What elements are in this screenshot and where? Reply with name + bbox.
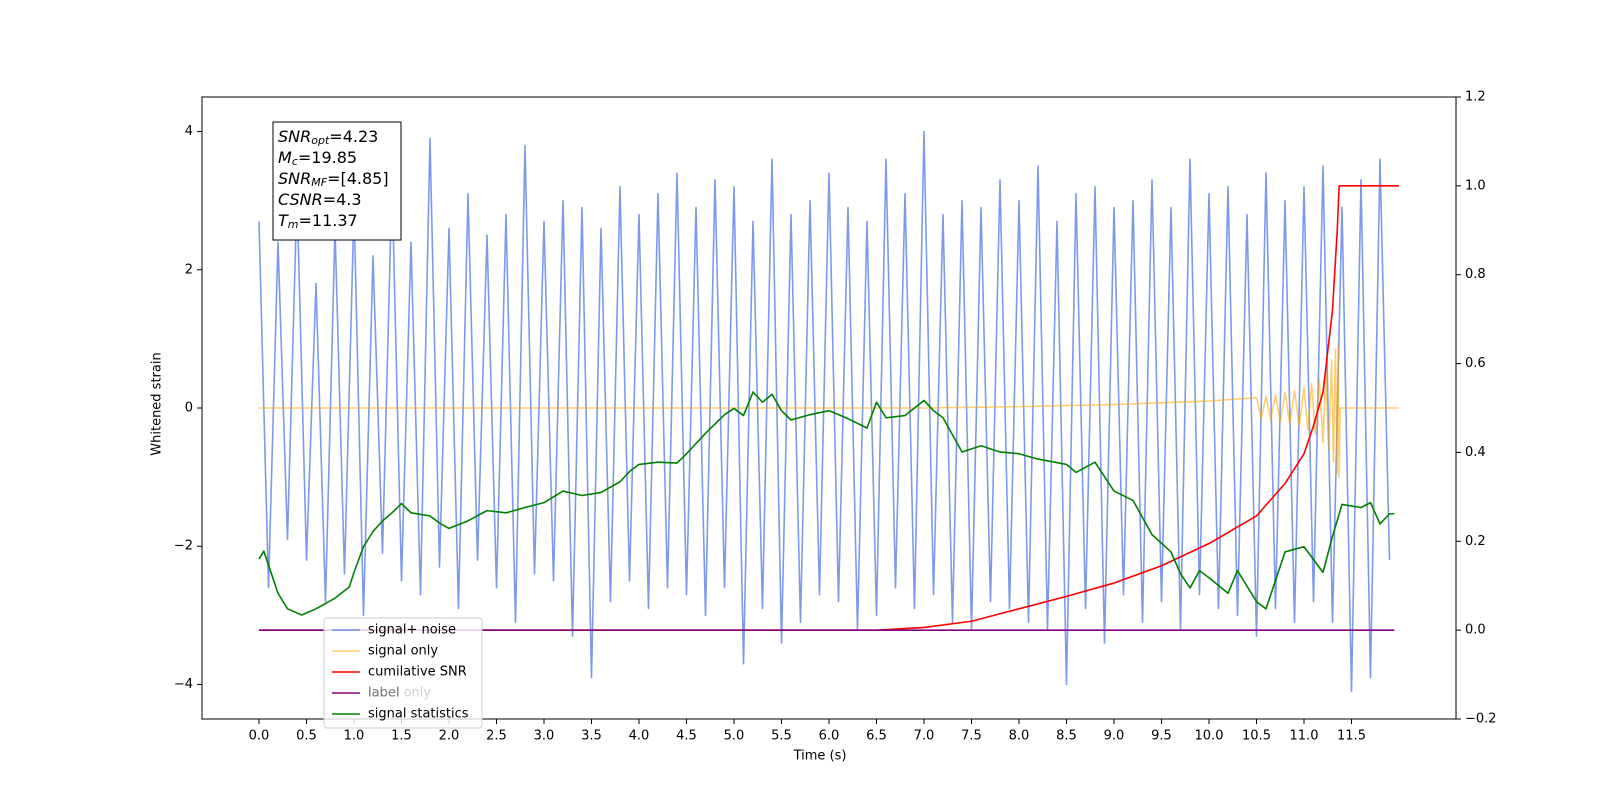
x-tick-label: 5.0: [724, 729, 745, 744]
info-symbol: SNR: [278, 127, 311, 146]
legend-label: signal statistics: [368, 707, 469, 722]
info-subscript: m: [288, 218, 299, 231]
info-symbol: SNR: [278, 169, 311, 188]
x-tick-label: 0.5: [296, 729, 317, 744]
x-tick-label: 9.0: [1104, 729, 1125, 744]
info-value: =11.37: [299, 211, 358, 230]
x-tick-label: 4.5: [676, 729, 697, 744]
x-tick-label: 7.0: [914, 729, 935, 744]
x-tick-label: 8.0: [1009, 729, 1030, 744]
series-line: [258, 130, 1391, 693]
x-tick-label: 11.5: [1337, 729, 1366, 744]
x-tick-label: 10.5: [1242, 729, 1271, 744]
legend-label: signal only: [368, 644, 438, 659]
info-symbol: T: [278, 211, 289, 230]
x-tick-label: 3.0: [534, 729, 555, 744]
info-line: CSNR=4.3: [278, 190, 362, 209]
legend-label: label: [368, 686, 399, 701]
info-value: =[4.85]: [327, 169, 389, 188]
y-axis-label: Whitened strain: [150, 352, 165, 455]
x-tick-label: 4.0: [629, 729, 650, 744]
info-line: Mc=19.85: [278, 148, 357, 169]
x-axis-label: Time (s): [793, 749, 847, 764]
series-line: [259, 345, 1399, 478]
y-tick-label: −2: [174, 539, 193, 554]
x-tick-label: 10.0: [1195, 729, 1224, 744]
y2-tick-label: 1.0: [1465, 178, 1486, 193]
info-line: SNRMF=[4.85]: [278, 169, 389, 190]
x-tick-label: 1.0: [344, 729, 365, 744]
x-tick-label: 0.0: [249, 729, 270, 744]
info-symbol: CSNR: [278, 190, 323, 209]
y2-tick-label: −0.2: [1465, 712, 1497, 727]
x-tick-label: 11.0: [1290, 729, 1319, 744]
info-line: Tm=11.37: [278, 211, 358, 232]
y2-tick-label: 0.6: [1465, 356, 1486, 371]
info-box: SNRopt=4.23Mc=19.85SNRMF=[4.85]CSNR=4.3T…: [272, 121, 402, 241]
legend-label: signal+ noise: [368, 623, 456, 638]
y2-tick-label: 0.2: [1465, 534, 1486, 549]
info-value: =4.3: [323, 190, 362, 209]
x-tick-label: 6.5: [866, 729, 887, 744]
info-subscript: MF: [311, 176, 327, 189]
legend-overlay-label: label only: [368, 686, 431, 701]
x-tick-label: 3.5: [581, 729, 602, 744]
info-value: =19.85: [298, 148, 357, 167]
legend: signal+ noise signal only cumilative SNR la…: [323, 617, 483, 729]
y-tick-label: 2: [185, 262, 193, 277]
info-box-frame: [272, 121, 402, 241]
series-line: [258, 391, 1395, 616]
legend-label: cumilative SNR: [368, 665, 467, 680]
x-tick-label: 2.5: [486, 729, 507, 744]
y2-tick-label: 0.8: [1465, 267, 1486, 282]
x-tick-label: 5.5: [771, 729, 792, 744]
y-tick-label: 4: [185, 124, 193, 139]
info-value: =4.23: [329, 127, 378, 146]
x-tick-label: 7.5: [961, 729, 982, 744]
y2-tick-label: 0.0: [1465, 623, 1486, 638]
info-subscript: opt: [311, 134, 330, 147]
info-subscript: c: [292, 155, 298, 168]
x-tick-label: 2.0: [439, 729, 460, 744]
y-tick-label: −4: [174, 677, 193, 692]
series-line: [259, 185, 1399, 631]
info-symbol: M: [278, 148, 292, 167]
info-line: SNRopt=4.23: [278, 127, 378, 148]
x-tick-label: 1.5: [391, 729, 412, 744]
x-tick-label: 8.5: [1056, 729, 1077, 744]
x-tick-label: 6.0: [819, 729, 840, 744]
y2-tick-label: 1.2: [1465, 90, 1486, 105]
x-tick-label: 9.5: [1151, 729, 1172, 744]
y-tick-label: 0: [185, 401, 193, 416]
legend-frame: [323, 617, 483, 729]
y2-tick-label: 0.4: [1465, 445, 1486, 460]
